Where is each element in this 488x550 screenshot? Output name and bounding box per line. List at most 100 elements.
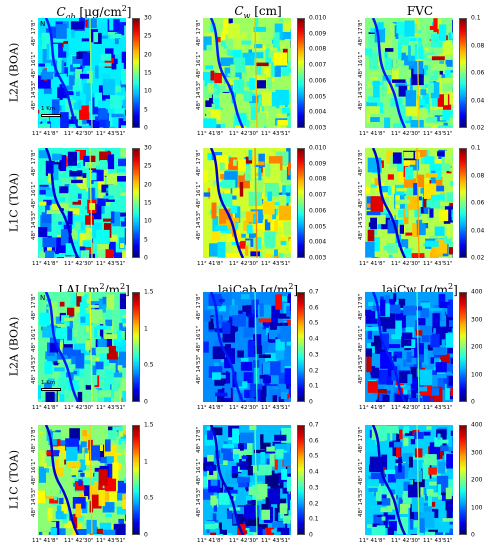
longitude-label: 11° 43'51": [261, 131, 291, 137]
latitude-label: 48° 14'53": [31, 487, 37, 517]
latitude-label: 48° 17'8": [358, 149, 364, 176]
colorbar-tick-label: 0.003: [309, 254, 327, 262]
colorbar: [132, 292, 140, 402]
colorbar-tick-label: 0: [309, 531, 313, 539]
colorbar: [459, 18, 467, 128]
scale-label: 1 Km: [41, 106, 56, 112]
longitude-label: 11° 42'30": [391, 405, 421, 411]
colorbar-tick-label: 0.009: [309, 160, 327, 168]
colorbar-tick-label: 0.7: [309, 288, 319, 296]
latitude-label: 48° 14'53": [358, 487, 364, 517]
map-raster: [203, 292, 291, 402]
colorbar: [132, 425, 140, 535]
colorbar-tick-label: 0.1: [309, 515, 319, 523]
longitude-label: 11° 41'8": [359, 538, 386, 544]
latitude-label: 48° 17'8": [358, 19, 364, 46]
colorbar-tick-label: 100: [471, 504, 483, 511]
map-panel: 48° 17'8" 48° 16'1" 48° 14'53" 11° 41'8" 11°…: [31, 422, 154, 545]
latitude-label: 48° 16'1": [358, 51, 364, 78]
latitude-label: 48° 16'1": [358, 458, 364, 485]
longitude-label: 11° 42'30": [229, 538, 259, 544]
colorbar: [459, 292, 467, 402]
map-raster: [365, 292, 453, 402]
colorbar: [297, 148, 305, 258]
latitude-label: 48° 17'8": [31, 19, 37, 46]
colorbar-tick-label: 0.1: [471, 14, 481, 22]
latitude-label: 48° 17'8": [31, 149, 37, 176]
colorbar-tick-label: 0.04: [471, 227, 485, 234]
colorbar-tick-label: 0.08: [471, 172, 485, 179]
colorbar-tick-label: 25: [144, 32, 152, 40]
latitude-label: 48° 14'53": [358, 210, 364, 240]
colorbar-tick-label: 0.5: [144, 361, 154, 369]
colorbar-tick-label: 0.006: [309, 207, 327, 215]
map-raster: [365, 425, 453, 535]
latitude-label: 48° 14'53": [358, 354, 364, 384]
colorbar: [459, 148, 467, 258]
colorbar-tick-label: 1: [144, 458, 148, 466]
latitude-label: 48° 17'8": [196, 293, 202, 320]
latitude-label: 48° 14'53": [358, 80, 364, 110]
longitude-label: 11° 42'30": [391, 131, 421, 137]
longitude-label: 11° 43'51": [261, 405, 291, 411]
colorbar-tick-label: 1: [144, 325, 148, 333]
map-raster: [203, 425, 291, 535]
colorbar-tick-label: 1.5: [144, 421, 154, 429]
row-label: L1C (TOA): [7, 172, 21, 233]
longitude-label: 11° 43'51": [96, 131, 126, 137]
latitude-label: 48° 16'1": [358, 325, 364, 352]
colorbar-tick-label: 0.3: [309, 351, 319, 359]
map-panel: 48° 17'8" 48° 16'1" 48° 14'53" 11° 41'8" 11°…: [358, 289, 482, 412]
latitude-label: 48° 17'8": [31, 293, 37, 320]
latitude-label: 48° 14'53": [31, 354, 37, 384]
row-label: L2A (BOA): [7, 42, 21, 103]
colorbar-tick-label: 30: [144, 14, 152, 22]
longitude-label: 11° 42'30": [64, 131, 94, 137]
colorbar-tick-label: 0.6: [309, 437, 319, 445]
row-label: L1C (TOA): [7, 449, 21, 510]
longitude-label: 11° 41'8": [197, 405, 224, 411]
colorbar-tick-label: 0.008: [309, 45, 327, 53]
latitude-label: 48° 16'1": [31, 51, 37, 78]
longitude-label: 11° 41'8": [32, 261, 59, 267]
north-arrow: N: [40, 20, 46, 28]
colorbar-tick-label: 0.02: [471, 124, 485, 132]
column-title: FVC: [406, 4, 434, 18]
latitude-label: 48° 14'53": [196, 354, 202, 384]
colorbar-tick-label: 5: [144, 106, 148, 114]
colorbar-tick-label: 0.006: [309, 77, 327, 85]
longitude-label: 11° 43'51": [423, 131, 453, 137]
colorbar-tick-label: 0.010: [309, 144, 327, 152]
colorbar-tick-label: 0.04: [471, 97, 485, 104]
longitude-label: 11° 41'8": [359, 405, 386, 411]
colorbar-tick-label: 0.4: [309, 335, 319, 343]
map-raster: [38, 18, 126, 128]
colorbar-tick-label: 300: [471, 316, 483, 323]
latitude-label: 48° 16'1": [31, 181, 37, 208]
map-panel: 48° 17'8" 48° 16'1" 48° 14'53" 11° 41'8" 11°…: [358, 145, 484, 268]
longitude-label: 11° 41'8": [359, 261, 386, 267]
longitude-label: 11° 42'30": [391, 538, 421, 544]
colorbar-tick-label: 30: [144, 144, 152, 152]
longitude-label: 11° 41'8": [197, 261, 224, 267]
longitude-label: 11° 42'30": [64, 538, 94, 544]
colorbar-tick-label: 0.005: [309, 223, 327, 231]
colorbar-tick-label: 0.3: [309, 484, 319, 492]
longitude-label: 11° 42'30": [229, 405, 259, 411]
scale-bar: [41, 388, 61, 391]
colorbar-tick-label: 400: [471, 288, 483, 296]
colorbar-tick-label: 0: [144, 531, 148, 539]
colorbar-tick-label: 0: [471, 398, 475, 406]
colorbar-tick-label: 25: [144, 162, 152, 170]
colorbar-tick-label: 0.02: [471, 254, 485, 262]
latitude-label: 48° 17'8": [358, 293, 364, 320]
map-panel: 48° 17'8" 48° 16'1" 48° 14'53" 11° 41'8" 11°…: [196, 145, 326, 268]
longitude-label: 11° 42'30": [391, 261, 421, 267]
longitude-label: 11° 41'8": [359, 131, 386, 137]
longitude-label: 11° 42'30": [64, 261, 94, 267]
colorbar-tick-label: 0: [144, 124, 148, 132]
colorbar-tick-label: 0.06: [471, 199, 485, 207]
latitude-label: 48° 16'1": [358, 181, 364, 208]
colorbar-tick-label: 20: [144, 181, 152, 189]
